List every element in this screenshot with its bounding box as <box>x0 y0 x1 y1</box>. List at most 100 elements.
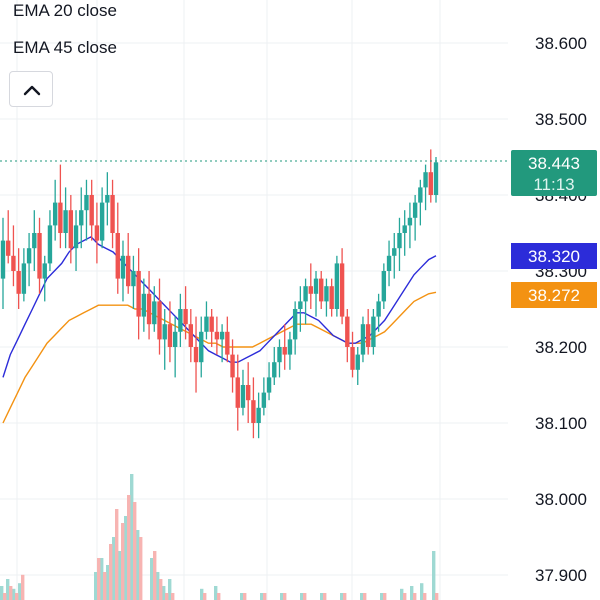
candle-body <box>63 210 68 233</box>
candle-body <box>68 210 74 249</box>
candle-body <box>105 195 110 203</box>
candle-body <box>136 271 141 317</box>
price-tick-label: 38.200 <box>535 338 587 357</box>
chevron-up-icon <box>23 85 41 96</box>
candle-body <box>214 331 220 340</box>
volume-bar-up <box>280 593 284 600</box>
candle-body <box>345 316 350 347</box>
candle-body <box>99 202 105 241</box>
candle-body <box>16 271 21 294</box>
volume-bar-up <box>420 583 424 600</box>
volume-bar-down <box>383 593 387 600</box>
candle-body <box>225 331 230 355</box>
ema20-price-label: 38.320 <box>528 247 580 266</box>
candle-body <box>209 316 214 332</box>
ema20-line <box>2 235 437 378</box>
candle-body <box>266 377 272 393</box>
candle-body <box>89 195 94 226</box>
candle-body <box>84 195 89 211</box>
candle-body <box>58 202 63 233</box>
chart-grid <box>0 0 508 600</box>
volume-bar-down <box>413 593 417 600</box>
candle-body <box>355 354 360 370</box>
candle-body <box>386 255 392 271</box>
candles-group <box>0 149 439 439</box>
price-tick-label: 38.000 <box>535 490 587 509</box>
candle-body <box>339 263 345 317</box>
volume-bar-up <box>400 588 404 600</box>
volume-bar-up <box>18 583 22 600</box>
candle-body <box>110 195 115 233</box>
volume-bar-up <box>12 588 16 600</box>
ema20-line-group <box>2 235 437 378</box>
candle-body <box>157 301 162 340</box>
volume-bar-up <box>410 586 414 600</box>
candle-body <box>319 278 324 302</box>
volume-bar-up <box>380 593 384 600</box>
volume-bar-up <box>432 551 436 600</box>
candle-body <box>126 255 131 287</box>
candle-body <box>219 331 225 340</box>
candle-body <box>365 324 371 347</box>
ema20-price-badge: 38.320 <box>511 243 597 269</box>
volume-bar-down <box>343 593 347 600</box>
volume-bar-down <box>217 593 221 600</box>
candle-body <box>52 202 58 226</box>
candle-body <box>42 263 47 279</box>
candle-body <box>193 347 199 363</box>
candle-body <box>120 255 126 279</box>
candle-body <box>392 248 397 256</box>
candle-body <box>433 162 439 195</box>
volume-bar-up <box>100 558 104 600</box>
candle-body <box>146 293 152 325</box>
candle-body <box>423 172 428 188</box>
candle-body <box>131 271 136 287</box>
volume-bar-down <box>263 593 267 600</box>
current-price-label: 38.443 <box>528 154 580 173</box>
volume-bar-up <box>360 593 364 600</box>
legend-ema20[interactable]: EMA 20 close <box>13 1 117 20</box>
volume-bar-down <box>203 593 207 600</box>
candle-body <box>245 385 251 401</box>
candle-body <box>73 225 79 249</box>
candle-body <box>287 339 293 355</box>
volume-bar-up <box>136 530 140 600</box>
volume-bar-up <box>320 593 324 600</box>
candle-body <box>272 362 277 378</box>
candle-body <box>183 309 188 325</box>
candle-body <box>11 255 16 271</box>
price-axis[interactable]: 38.60038.50038.40038.30038.20038.10038.0… <box>535 34 587 585</box>
candle-body <box>376 301 381 317</box>
ema45-line <box>2 291 437 424</box>
volume-bar-up <box>150 558 154 600</box>
candle-body <box>167 324 173 347</box>
candle-body <box>308 286 313 294</box>
candle-body <box>402 225 407 233</box>
volume-bar-up <box>240 593 244 600</box>
volume-bar-down <box>15 593 19 600</box>
volume-bar-down <box>283 593 287 600</box>
legend-ema45[interactable]: EMA 45 close <box>13 38 117 57</box>
candle-body <box>256 407 261 423</box>
candle-body <box>204 316 209 332</box>
candle-body <box>162 324 167 340</box>
volume-bar-down <box>435 593 439 600</box>
candle-body <box>350 347 355 370</box>
candle-body <box>79 210 84 226</box>
volume-bar-up <box>106 565 110 600</box>
volume-bar-down <box>403 593 407 600</box>
candle-body <box>381 271 387 302</box>
collapse-legend-button[interactable] <box>9 71 53 107</box>
candle-body <box>37 233 42 279</box>
volume-bar-down <box>115 509 119 600</box>
price-tick-label: 38.100 <box>535 414 587 433</box>
volume-bar-up <box>156 572 160 600</box>
volume-bar-down <box>103 572 107 600</box>
volume-bar-down <box>109 544 113 600</box>
volume-bar-down <box>323 593 327 600</box>
candle-body <box>292 309 298 340</box>
volume-bar-up <box>260 593 264 600</box>
candle-body <box>303 286 308 302</box>
candle-body <box>251 400 256 423</box>
